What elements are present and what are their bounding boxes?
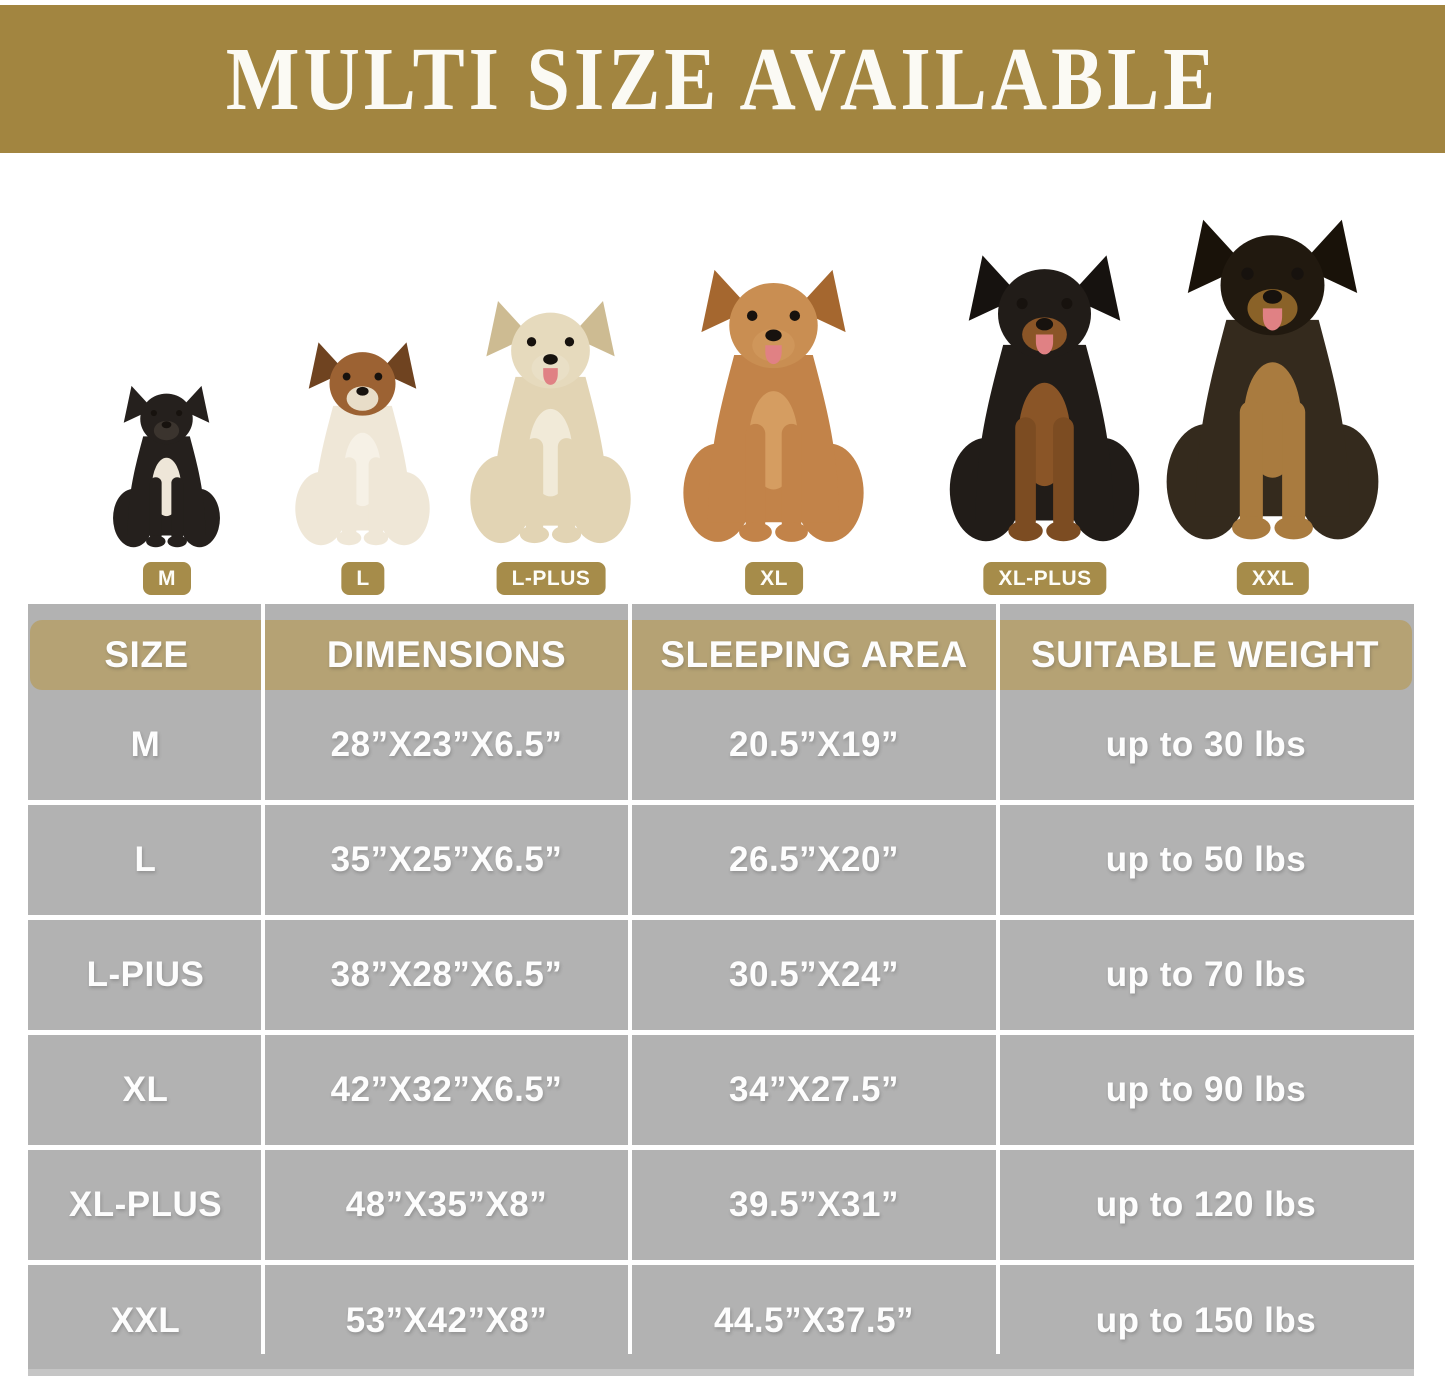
- col-header-size: SIZE: [104, 634, 189, 675]
- weight-cell: up to 120 lbs: [1095, 1185, 1317, 1224]
- dog-size-chip-xl: XL: [745, 562, 803, 595]
- banner: MULTI SIZE AVAILABLE: [0, 5, 1445, 153]
- table-row: L 35”X25”X6.5” 26.5”X20” up to 50 lbs: [28, 805, 1414, 920]
- column-separator: [628, 604, 632, 1354]
- dimensions-cell: 48”X35”X8”: [345, 1185, 548, 1224]
- weight-cell: up to 70 lbs: [1105, 955, 1307, 994]
- sleeping-area-cell: 44.5”X37.5”: [713, 1300, 915, 1340]
- table-row: M 28”X23”X6.5” 20.5”X19” up to 30 lbs: [28, 690, 1414, 805]
- dog-illustration-cream-golden-retriever: [463, 292, 638, 555]
- dimensions-cell: 42”X32”X6.5”: [330, 1070, 563, 1109]
- dog-illustration-doberman: [941, 245, 1148, 555]
- table-row: XL-PLUS 48”X35”X8” 39.5”X31” up to 120 l…: [28, 1150, 1414, 1265]
- col-header-sleeping-area: SLEEPING AREA: [660, 634, 968, 675]
- dimensions-cell: 28”X23”X6.5”: [330, 725, 563, 764]
- dog-size-chip-xxl: XXL: [1236, 562, 1310, 595]
- sleeping-area-cell: 34”X27.5”: [729, 1070, 899, 1109]
- dog-size-chip-m: M: [143, 562, 191, 595]
- table-header: SIZE DIMENSIONS SLEEPING AREA SUITABLE W…: [30, 620, 1412, 690]
- table-row: XXL 53”X42”X8” 44.5”X37.5” up to 150 lbs: [28, 1265, 1414, 1376]
- size-cell: L: [134, 840, 157, 879]
- sleeping-area-cell: 20.5”X19”: [729, 725, 899, 764]
- size-cell: M: [130, 725, 161, 764]
- size-cell: XL-PLUS: [68, 1185, 223, 1224]
- table-row: L-PIUS 38”X28”X6.5” 30.5”X24” up to 70 l…: [28, 920, 1414, 1035]
- sleeping-area-cell: 26.5”X20”: [729, 840, 899, 879]
- column-separator: [996, 604, 1000, 1354]
- dog-illustration-french-bulldog: [108, 380, 225, 555]
- table-row: XL 42”X32”X6.5” 34”X27.5” up to 90 lbs: [28, 1035, 1414, 1150]
- weight-cell: up to 50 lbs: [1105, 840, 1307, 879]
- table-bottom-edge: [28, 1369, 1414, 1376]
- size-cell: XL: [122, 1070, 169, 1109]
- size-cell: XXL: [110, 1300, 181, 1340]
- dog-size-chip-xl-plus: XL-PLUS: [983, 562, 1107, 595]
- dog-illustration-beagle: [289, 335, 436, 555]
- size-table: SIZE DIMENSIONS SLEEPING AREA SUITABLE W…: [28, 604, 1414, 1376]
- weight-cell: up to 30 lbs: [1105, 725, 1307, 764]
- dimensions-cell: 53”X42”X8”: [345, 1300, 548, 1340]
- column-separator: [261, 604, 265, 1354]
- weight-cell: up to 90 lbs: [1105, 1070, 1307, 1109]
- dimensions-cell: 38”X28”X6.5”: [330, 955, 563, 994]
- page-title: MULTI SIZE AVAILABLE: [225, 28, 1220, 129]
- col-header-suitable-weight: SUITABLE WEIGHT: [1030, 634, 1379, 675]
- sleeping-area-cell: 30.5”X24”: [729, 955, 899, 994]
- dimensions-cell: 35”X25”X6.5”: [330, 840, 563, 879]
- col-header-dimensions: DIMENSIONS: [326, 634, 567, 675]
- weight-cell: up to 150 lbs: [1095, 1300, 1317, 1340]
- size-cell: L-PIUS: [86, 955, 205, 994]
- dog-size-chip-l: L: [341, 562, 385, 595]
- table-body: M 28”X23”X6.5” 20.5”X19” up to 30 lbs L …: [28, 690, 1414, 1376]
- dog-illustration-golden-retriever: [675, 260, 872, 555]
- dog-size-chip-l-plus: L-PLUS: [496, 562, 606, 595]
- dog-illustration-german-shepherd: [1157, 208, 1388, 555]
- sleeping-area-cell: 39.5”X31”: [729, 1185, 899, 1224]
